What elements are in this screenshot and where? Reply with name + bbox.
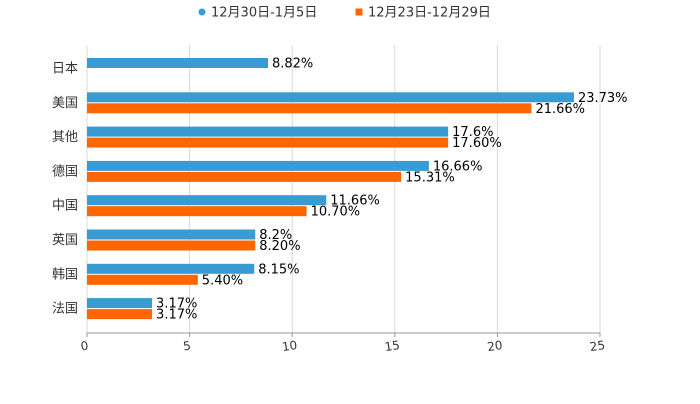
category-label: 韩国 <box>52 267 78 282</box>
legend-marker-circle <box>198 8 206 16</box>
bars: 8.82% 23.73%21.66% 17.6%17.60% 16.66%15.31%… <box>87 57 628 323</box>
data-label: 5.40% <box>202 273 243 288</box>
x-tick-label: 5 <box>182 339 192 354</box>
data-label: 11.66% <box>330 194 380 209</box>
bar-series-1 <box>87 263 255 274</box>
data-label: 17.6% <box>452 125 493 140</box>
bar-series-2 <box>87 103 532 114</box>
bar-series-1 <box>87 195 327 206</box>
category-label: 其他 <box>52 130 78 145</box>
x-tick-label: 15 <box>384 338 401 354</box>
bar-series-1 <box>87 298 153 309</box>
legend-label: 12月30日-1月5日 <box>211 6 317 21</box>
grid <box>86 45 601 333</box>
data-label: 8.15% <box>258 262 299 277</box>
legend: 12月30日-1月5日 12月23日-12月29日 <box>198 6 491 21</box>
data-label: 21.66% <box>535 102 585 117</box>
data-label: 8.20% <box>259 239 300 254</box>
bar-series-1 <box>87 160 429 171</box>
category-label: 德国 <box>52 164 78 179</box>
data-label: 23.73% <box>578 91 628 106</box>
bar-series-2 <box>87 171 402 182</box>
bar-series-1 <box>87 58 268 68</box>
data-label: 8.2% <box>259 228 292 243</box>
category-label: 英国 <box>52 233 78 248</box>
category-label: 日本 <box>52 62 78 77</box>
data-label: 16.66% <box>433 159 483 174</box>
legend-label: 12月23日-12月29日 <box>368 6 491 21</box>
data-label: 8.82% <box>272 57 313 72</box>
bar-series-1 <box>87 126 449 137</box>
bar-series-1 <box>87 92 574 103</box>
category-label: 中国 <box>52 199 78 214</box>
bar-series-2 <box>87 309 153 320</box>
data-label: 3.17% <box>156 308 197 323</box>
x-tick-label: 20 <box>486 338 503 354</box>
data-label: 17.60% <box>452 136 502 151</box>
data-label: 10.70% <box>311 205 361 220</box>
bar-series-2 <box>87 137 449 148</box>
data-label: 15.31% <box>405 170 455 185</box>
data-label: 3.17% <box>156 297 197 312</box>
bar-series-2 <box>87 240 256 251</box>
x-tick-label: 25 <box>589 338 606 354</box>
legend-marker-square <box>355 8 363 16</box>
bar-series-1 <box>87 229 256 240</box>
category-label: 美国 <box>52 96 78 111</box>
x-tick-label: 0 <box>80 339 90 354</box>
x-tick-label: 10 <box>281 338 298 354</box>
category-label: 法国 <box>52 302 78 317</box>
bar-series-2 <box>87 274 198 285</box>
bar-series-2 <box>87 206 307 217</box>
